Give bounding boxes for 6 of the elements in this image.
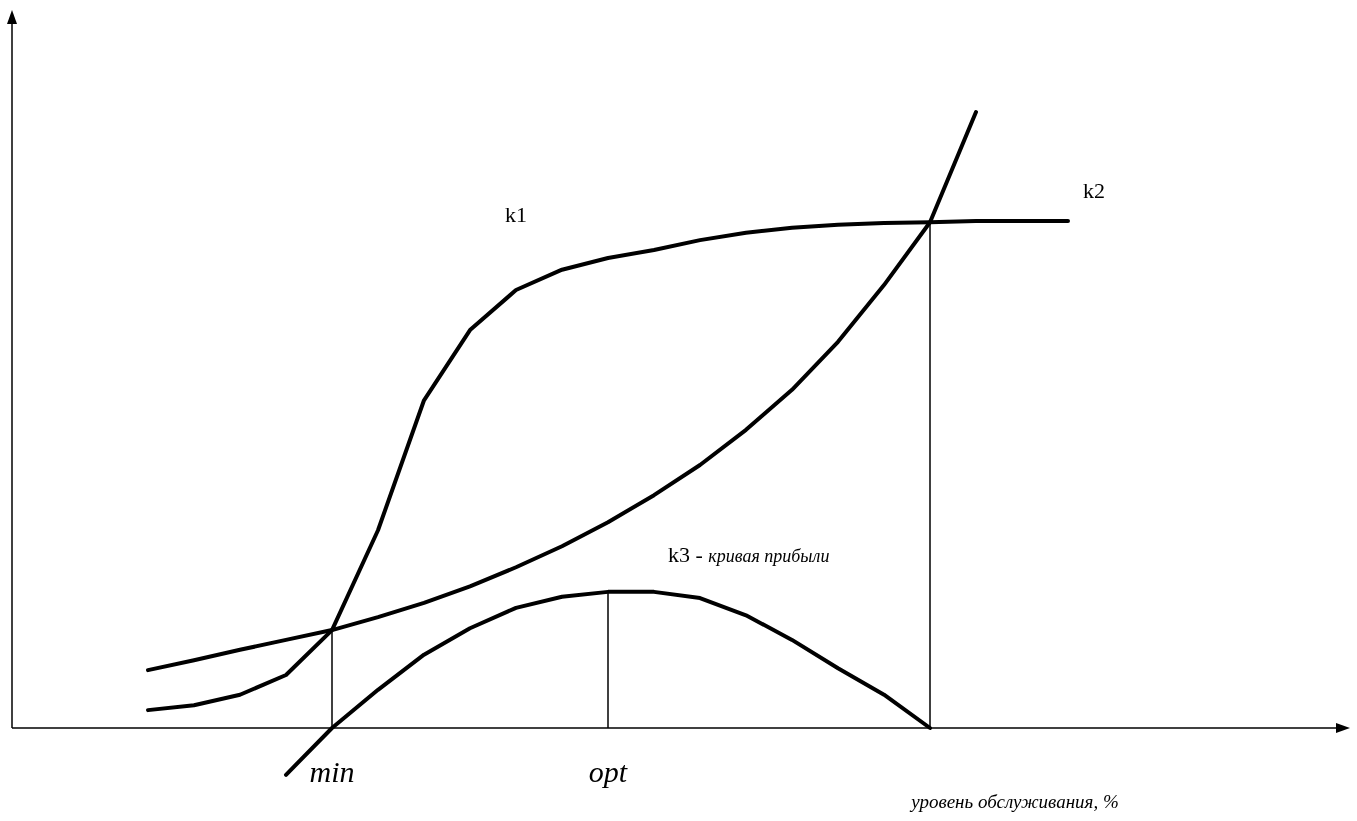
x-axis-title: уровень обслуживания, %: [909, 791, 1119, 812]
annotation: k2: [1083, 178, 1105, 203]
x-tick-label: opt: [588, 755, 628, 788]
x-tick-label: min: [309, 755, 355, 788]
annotation: k1: [505, 202, 527, 227]
annotation: k3 - кривая прибыли: [668, 542, 830, 567]
